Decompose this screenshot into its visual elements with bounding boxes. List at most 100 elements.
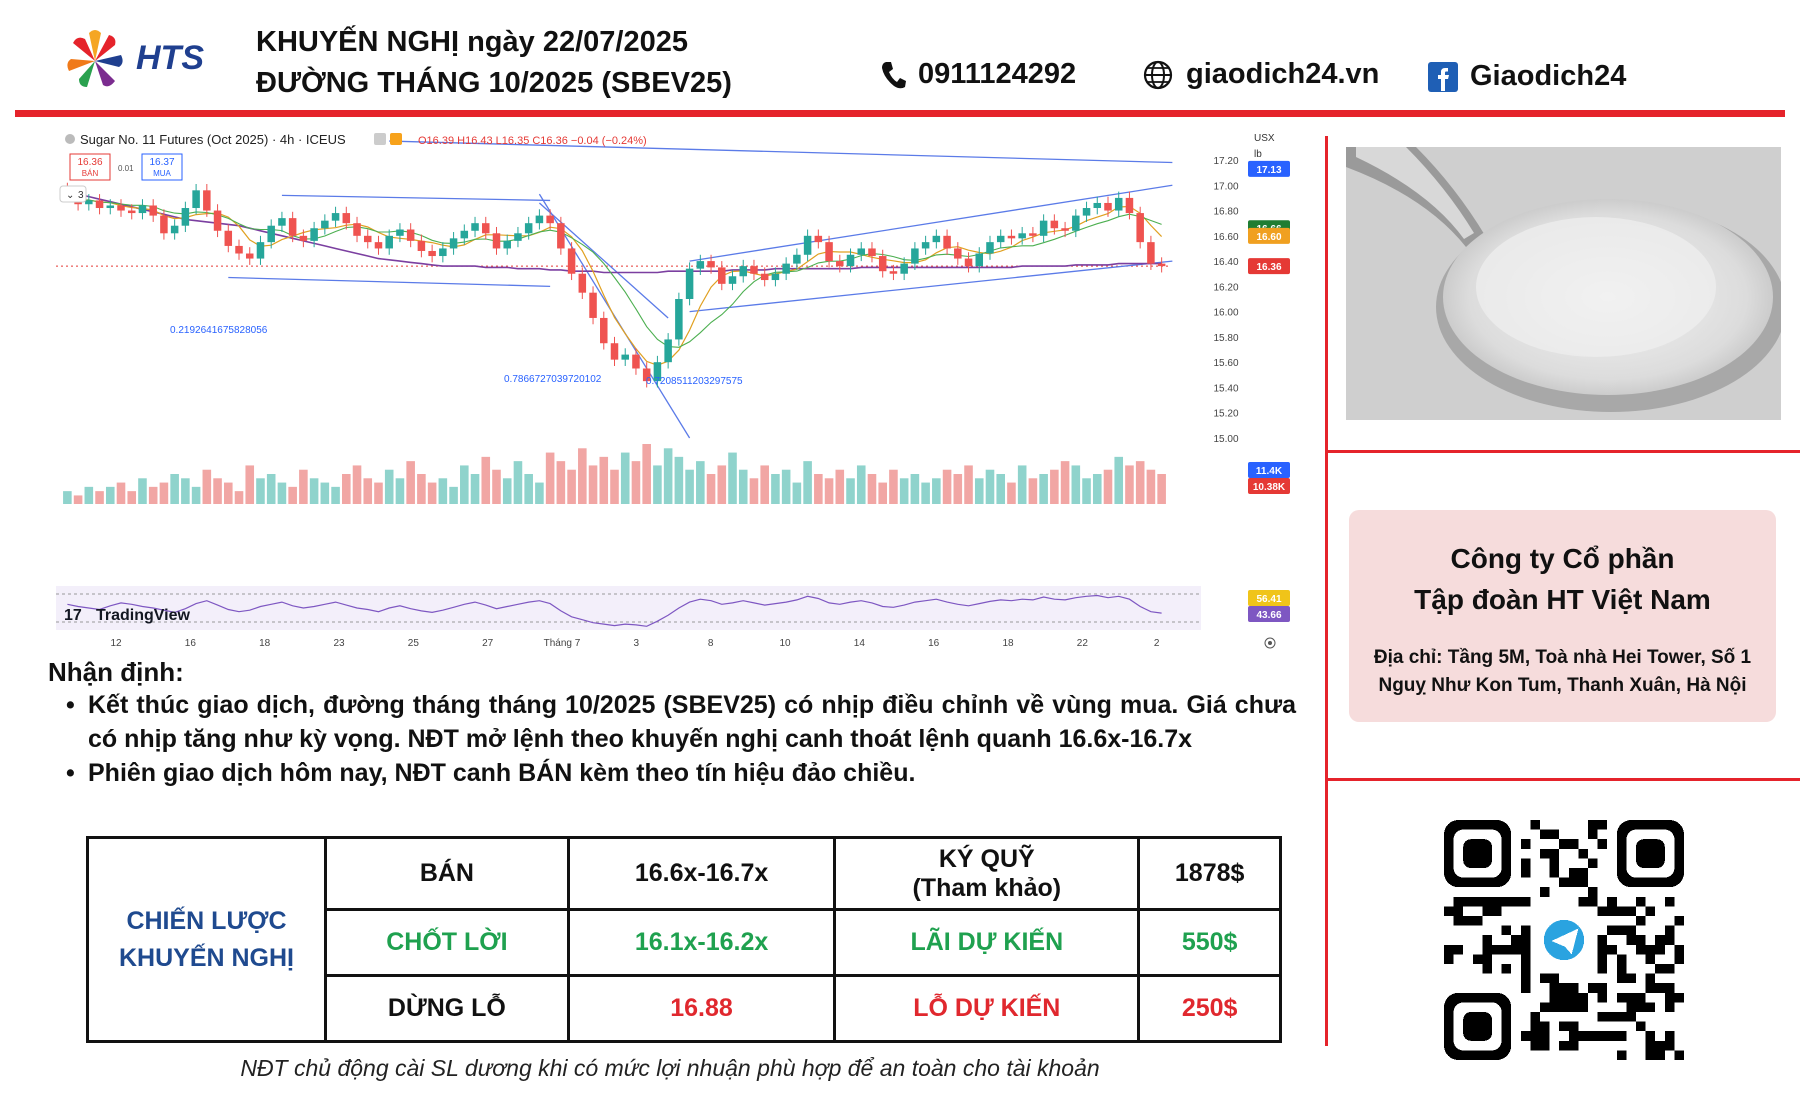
- candle-body: [889, 271, 898, 274]
- y-tick-label: 16.00: [1213, 308, 1238, 319]
- qr-module: [1645, 1050, 1656, 1060]
- candle-body: [675, 299, 683, 340]
- delayed-badge: [374, 133, 386, 145]
- candle-body: [449, 238, 458, 249]
- qr-module: [1674, 992, 1684, 1003]
- strategy-lead: CHIẾN LƯỢC KHUYẾN NGHỊ: [86, 836, 327, 1043]
- margin-value: 1878$: [1137, 836, 1282, 911]
- fib-label-1: 0.2192641675828056: [170, 325, 268, 336]
- qr-module: [1511, 944, 1521, 955]
- qr-module: [1520, 839, 1531, 849]
- chart-symbol: Sugar No. 11 Futures (Oct 2025) · 4h · I…: [80, 132, 346, 147]
- chevron-down-icon: ⌄: [66, 190, 74, 201]
- qr-module: [1607, 1031, 1617, 1041]
- candle-body: [718, 267, 726, 284]
- volume-bar: [1146, 469, 1156, 504]
- qr-module: [1607, 906, 1617, 916]
- x-tick-label: 23: [333, 638, 345, 649]
- volume-bar: [406, 461, 415, 504]
- expected-profit-value: 550$: [1137, 908, 1282, 977]
- x-tick-label: 2: [1154, 638, 1160, 649]
- settings-icon[interactable]: [1264, 637, 1276, 649]
- qr-module: [1597, 944, 1608, 955]
- qr-module: [1520, 983, 1531, 993]
- volume-bar: [417, 474, 426, 504]
- qr-module: [1655, 944, 1665, 955]
- qr-module: [1540, 1031, 1550, 1041]
- volume-tag: 10.38K: [1253, 482, 1286, 493]
- qr-module: [1607, 925, 1617, 936]
- candle-body: [921, 242, 930, 249]
- volume-bar: [599, 456, 609, 504]
- volume-tag-bg: [1248, 462, 1290, 478]
- qr-module: [1520, 896, 1531, 907]
- qr-module: [1453, 916, 1464, 926]
- candle-body: [245, 253, 254, 259]
- volume-bar: [1135, 461, 1145, 504]
- qr-module: [1578, 1031, 1588, 1041]
- volume-bar: [856, 465, 866, 504]
- candle-body: [85, 200, 93, 205]
- qr-module: [1549, 858, 1560, 868]
- tradingview-logo[interactable]: 17 TradingView: [64, 607, 191, 624]
- qr-module: [1472, 916, 1483, 926]
- candle-body: [439, 248, 447, 257]
- qr-module: [1664, 896, 1675, 907]
- website-link[interactable]: giaodich24.vn: [1142, 58, 1379, 91]
- qr-module: [1616, 973, 1627, 984]
- phone-contact[interactable]: 0911124292: [880, 58, 1076, 91]
- qr-module: [1559, 1021, 1569, 1032]
- volume-bar: [234, 491, 244, 504]
- volume-bar: [685, 469, 694, 504]
- company-address-line-1: Địa chỉ: Tầng 5M, Toà nhà Hei Tower, Số …: [1373, 647, 1752, 668]
- candle-body: [836, 261, 844, 267]
- candle-body: [1039, 220, 1048, 236]
- qr-finder-top-right: [1616, 820, 1684, 888]
- volume-bar: [1114, 456, 1124, 504]
- candle-body: [1136, 213, 1144, 243]
- qr-module: [1492, 896, 1502, 907]
- qr-module: [1559, 992, 1569, 1003]
- candle-body: [374, 242, 383, 249]
- volume-bar: [760, 465, 769, 504]
- volume-bar: [84, 486, 94, 504]
- right-divider-2: [1328, 778, 1800, 781]
- volume-bar: [363, 478, 373, 504]
- qr-module: [1520, 925, 1531, 936]
- qr-module: [1607, 1012, 1617, 1022]
- volume-bar: [545, 452, 555, 504]
- buy-label: MUA: [153, 169, 171, 178]
- qr-module: [1511, 935, 1521, 945]
- candle-body: [1061, 228, 1069, 231]
- chart-svg[interactable]: 17.20 17.00 16.80 16.60 16.40 16.20 16.00 15.80…: [56, 124, 1301, 654]
- volume-bar: [910, 474, 920, 504]
- candle-body: [610, 343, 619, 360]
- sell-box[interactable]: [69, 153, 111, 181]
- facebook-link[interactable]: Giaodich24: [1428, 60, 1626, 93]
- price-chart[interactable]: 17.20 17.00 16.80 16.60 16.40 16.20 16.00 15.80…: [56, 124, 1301, 654]
- collapse-button[interactable]: [59, 185, 87, 203]
- hts-logo: HTS: [60, 22, 210, 94]
- candle-body: [911, 248, 919, 264]
- qr-module: [1578, 848, 1588, 859]
- globe-icon: [1143, 60, 1173, 89]
- rsi-tag: 56.41: [1256, 594, 1281, 605]
- volume-bar: [717, 465, 727, 504]
- qr-module: [1568, 1031, 1579, 1041]
- volume-bar: [1092, 474, 1102, 504]
- candle-body: [975, 253, 984, 267]
- candle-body: [353, 223, 361, 236]
- volume-bar: [1060, 461, 1070, 504]
- telegram-qr-code[interactable]: [1444, 820, 1684, 1060]
- buy-box[interactable]: [141, 153, 183, 181]
- table-row-stop-loss: DỪNG LỖ 16.88 LỖ DỰ KIẾN 250$: [88, 974, 1282, 1043]
- qr-module: [1655, 1050, 1665, 1060]
- qr-module: [1616, 992, 1627, 1003]
- qr-module: [1597, 964, 1608, 974]
- currency-select[interactable]: USX: [1254, 133, 1275, 144]
- unit-select[interactable]: lb: [1254, 149, 1262, 160]
- qr-module: [1568, 868, 1579, 878]
- analysis-bullet-2: Phiên giao dịch hôm nay, NĐT canh BÁN kè…: [66, 756, 1296, 790]
- sugar-spoon-image: [1346, 147, 1781, 420]
- candle-body: [1050, 220, 1059, 229]
